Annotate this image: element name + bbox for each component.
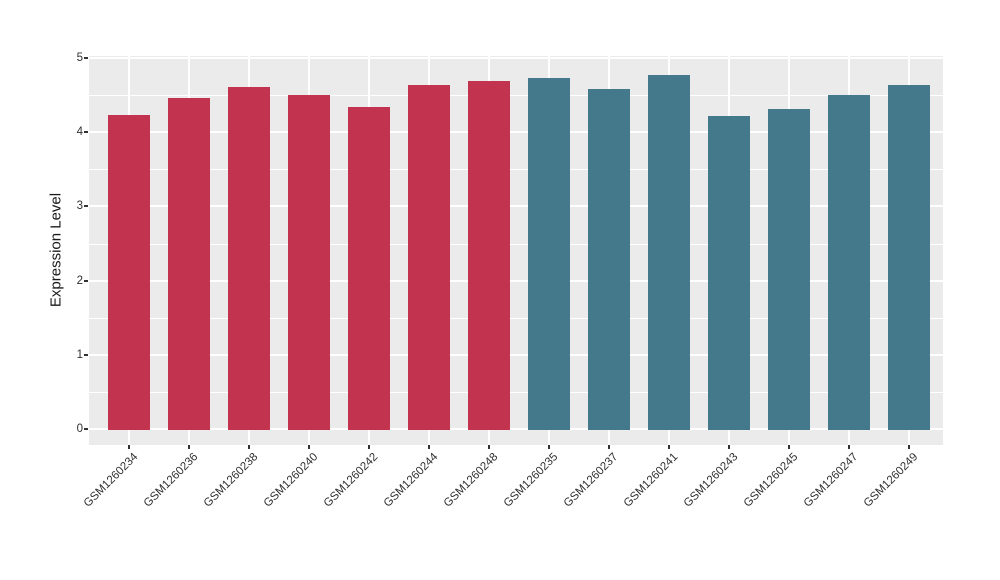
- y-tick-label: 3: [76, 200, 83, 213]
- bar-GSM1260244: [407, 84, 450, 430]
- x-tick-label: GSM1260238: [201, 451, 261, 510]
- y-tick-mark: [84, 205, 88, 208]
- y-tick-label: 0: [76, 423, 83, 435]
- major-gridline-h: [89, 57, 943, 59]
- x-tick-label: GSM1260237: [561, 451, 621, 510]
- x-tick-label: GSM1260240: [261, 451, 321, 510]
- x-tick-mark: [908, 445, 911, 449]
- y-tick-mark: [84, 428, 88, 430]
- y-tick-mark: [84, 279, 88, 282]
- x-tick-mark: [487, 445, 490, 449]
- major-gridline-h: [89, 353, 943, 356]
- bar-GSM1260249: [888, 84, 931, 430]
- x-tick-mark: [848, 445, 851, 449]
- bar-GSM1260245: [768, 108, 811, 430]
- x-tick-mark: [547, 445, 550, 449]
- minor-gridline-h: [89, 95, 943, 97]
- y-tick-mark: [84, 57, 88, 59]
- minor-gridline-h: [89, 169, 943, 171]
- y-tick-label: 4: [76, 126, 83, 139]
- major-gridline-h: [89, 205, 943, 208]
- x-tick-mark: [187, 445, 190, 449]
- x-tick-mark: [127, 445, 130, 449]
- x-tick-mark: [728, 445, 730, 449]
- x-tick-label: GSM1260244: [381, 451, 441, 510]
- x-tick-label: GSM1260241: [621, 451, 681, 510]
- x-tick-mark: [307, 445, 310, 449]
- bar-GSM1260235: [527, 77, 570, 430]
- bar-GSM1260248: [467, 81, 510, 430]
- y-tick-mark: [84, 353, 88, 356]
- plot-panel: [89, 56, 943, 445]
- x-tick-label: GSM1260242: [321, 451, 381, 510]
- x-tick-mark: [667, 445, 670, 449]
- bar-GSM1260240: [287, 94, 330, 430]
- major-gridline-h: [89, 428, 943, 430]
- x-tick-mark: [427, 445, 430, 449]
- bar-GSM1260241: [647, 75, 690, 430]
- minor-gridline-h: [89, 243, 943, 245]
- bar-GSM1260238: [227, 87, 270, 430]
- y-tick-label: 1: [76, 348, 83, 361]
- y-tick-mark: [84, 131, 88, 134]
- minor-gridline-h: [89, 317, 943, 319]
- x-tick-label: GSM1260245: [741, 451, 801, 510]
- bar-GSM1260234: [107, 114, 150, 430]
- major-gridline-h: [89, 279, 943, 282]
- y-tick-label: 2: [76, 274, 83, 287]
- x-tick-label: GSM1260236: [141, 451, 201, 510]
- x-tick-mark: [367, 445, 370, 449]
- minor-gridline-h: [89, 391, 943, 393]
- x-tick-mark: [607, 445, 610, 449]
- x-tick-label: GSM1260248: [441, 451, 501, 510]
- bar-GSM1260242: [347, 107, 390, 430]
- y-tick-label: 5: [76, 52, 83, 64]
- major-gridline-h: [89, 131, 943, 134]
- x-tick-mark: [788, 445, 791, 449]
- bar-GSM1260247: [828, 95, 871, 430]
- x-tick-label: GSM1260235: [501, 451, 561, 510]
- x-tick-mark: [247, 445, 250, 449]
- x-tick-label: GSM1260243: [681, 451, 741, 510]
- bar-GSM1260237: [587, 89, 630, 430]
- x-tick-label: GSM1260249: [861, 451, 921, 510]
- x-tick-label: GSM1260234: [81, 451, 140, 510]
- x-tick-label: GSM1260247: [801, 451, 861, 510]
- bar-GSM1260236: [167, 98, 210, 430]
- bar-GSM1260243: [708, 116, 750, 430]
